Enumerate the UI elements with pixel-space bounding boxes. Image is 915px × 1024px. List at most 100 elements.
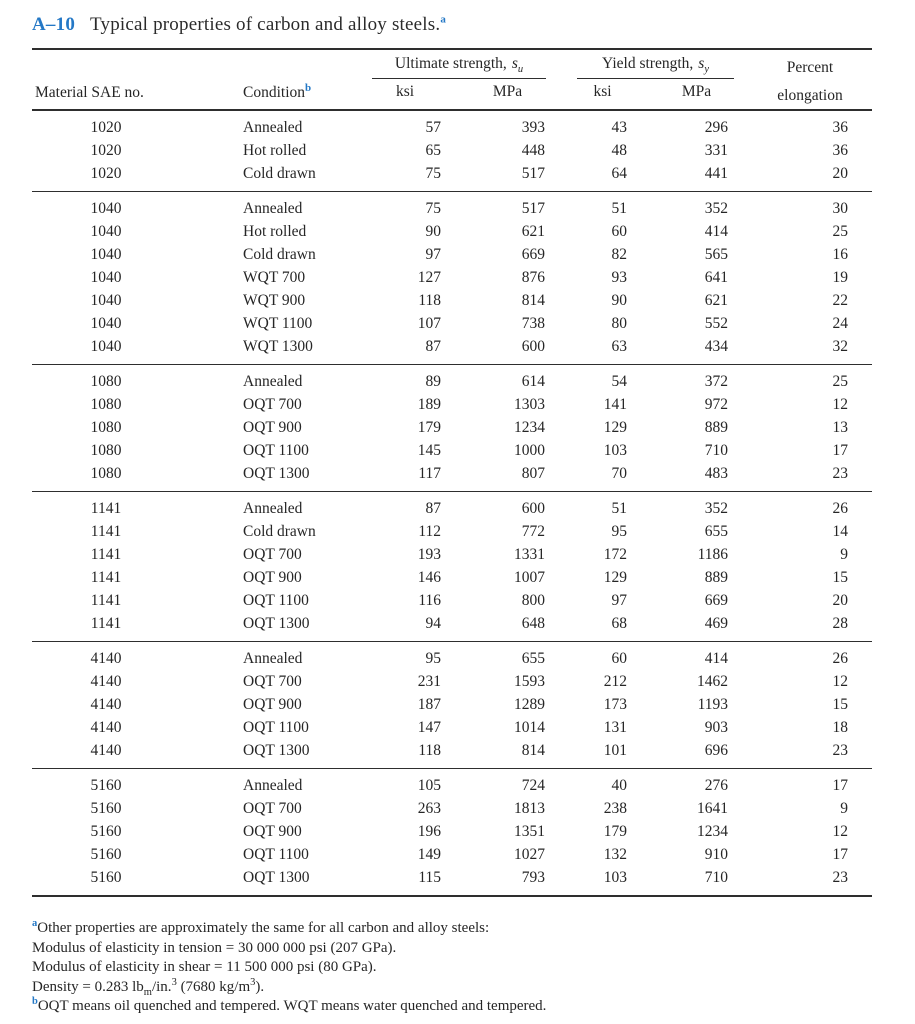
cell-yield-mpa: 372	[704, 372, 728, 390]
cell-yield-ksi: 54	[611, 372, 628, 390]
cell-sae-no: 1040	[90, 199, 122, 217]
table-title-text: Typical properties of carbon and alloy s…	[90, 14, 441, 35]
cell-yield-ksi: 238	[603, 799, 627, 817]
cell-ultimate-ksi: 97	[425, 245, 442, 263]
cell-yield-ksi: 131	[603, 718, 627, 736]
cell-yield-ksi: 212	[603, 672, 627, 690]
cell-ultimate-ksi: 65	[425, 141, 442, 159]
cell-yield-mpa: 434	[704, 337, 728, 355]
table-row: 5160 OQT 1300 115 793 103 710 23	[32, 866, 872, 896]
cell-sae-no: 1141	[90, 614, 122, 632]
cell-yield-ksi: 103	[603, 441, 627, 459]
cell-percent-elongation: 18	[832, 718, 849, 736]
cell-percent-elongation: 17	[832, 776, 849, 794]
cell-condition: OQT 700	[243, 672, 302, 690]
cell-sae-no: 5160	[90, 822, 122, 840]
cell-ultimate-ksi: 115	[418, 868, 441, 886]
title-footnote-ref: a	[440, 13, 447, 26]
cell-yield-mpa: 889	[704, 568, 728, 586]
cell-sae-no: 1040	[90, 268, 122, 286]
cell-yield-ksi: 64	[611, 164, 628, 182]
cell-condition: WQT 1300	[243, 337, 313, 355]
cell-condition: OQT 1300	[243, 464, 310, 482]
cell-ultimate-mpa: 669	[521, 245, 545, 263]
cell-yield-ksi: 103	[603, 868, 627, 886]
cell-ultimate-mpa: 517	[521, 164, 545, 182]
footnote-text: Modulus of elasticity in tension = 30 00…	[32, 939, 397, 956]
cell-ultimate-mpa: 724	[521, 776, 545, 794]
cell-condition: Cold drawn	[243, 164, 316, 182]
yield-symbol: s	[698, 55, 705, 72]
cell-yield-ksi: 179	[603, 822, 627, 840]
cell-percent-elongation: 15	[832, 568, 849, 586]
cell-ultimate-ksi: 118	[418, 741, 441, 759]
cell-sae-no: 1141	[90, 499, 122, 517]
steel-properties-table: Material SAE no. Conditionb Ultimate str…	[32, 48, 872, 897]
table-row: 4140 OQT 900 187 1289 173 1193 15	[32, 693, 872, 716]
table-row: 1141 Cold drawn 112 772 95 655 14	[32, 520, 872, 543]
footnote-line-4: Density = 0.283 lbm/in.3 (7680 kg/m3).	[32, 977, 546, 998]
cell-ultimate-ksi: 146	[417, 568, 441, 586]
footnote-line-2: Modulus of elasticity in tension = 30 00…	[32, 939, 546, 959]
cell-ultimate-mpa: 800	[521, 591, 545, 609]
cell-percent-elongation: 20	[832, 591, 849, 609]
table-row: 1040 WQT 1100 107 738 80 552 24	[32, 312, 872, 335]
cell-percent-elongation: 36	[832, 118, 849, 136]
footnote-ref-marker: b	[32, 996, 38, 1007]
footnote-text: Modulus of elasticity in shear = 11 500 …	[32, 959, 377, 975]
cell-ultimate-ksi: 231	[417, 672, 441, 690]
header-yield-strength: Yield strength, sy	[560, 49, 748, 79]
table-title: A–10 Typical properties of carbon and all…	[32, 14, 446, 36]
cell-yield-mpa: 655	[704, 522, 728, 540]
table-row: 1020 Hot rolled 65 448 48 331 36	[32, 139, 872, 162]
condition-footnote-ref: b	[305, 81, 312, 94]
cell-percent-elongation: 15	[832, 695, 849, 713]
cell-condition: Cold drawn	[243, 522, 316, 540]
header-ultimate-strength: Ultimate strength, su	[355, 49, 560, 79]
subscript: m	[143, 986, 152, 998]
table-header: Material SAE no. Conditionb Ultimate str…	[32, 49, 872, 110]
cell-percent-elongation: 17	[832, 845, 849, 863]
cell-sae-no: 1080	[90, 395, 122, 413]
cell-percent-elongation: 12	[832, 822, 849, 840]
table-row: 1080 OQT 700 189 1303 141 972 12	[32, 393, 872, 416]
cell-sae-no: 4140	[90, 649, 122, 667]
percent-line2: elongation	[777, 87, 843, 104]
cell-yield-mpa: 441	[704, 164, 728, 182]
cell-yield-ksi: 60	[611, 222, 628, 240]
cell-yield-ksi: 101	[603, 741, 627, 759]
cell-ultimate-ksi: 112	[418, 522, 441, 540]
table-row: 1141 OQT 900 146 1007 129 889 15	[32, 566, 872, 589]
ultimate-subscript: u	[517, 64, 524, 75]
steel-group-4140: 4140 Annealed 95 655 60 414 26 4140 OQT 700 231 15…	[32, 641, 872, 769]
cell-ultimate-ksi: 57	[425, 118, 442, 136]
table-row: 1040 WQT 1300 87 600 63 434 32	[32, 335, 872, 365]
footnote-text: ).	[255, 978, 265, 995]
cell-ultimate-mpa: 517	[521, 199, 545, 217]
cell-yield-mpa: 565	[704, 245, 728, 263]
cell-yield-ksi: 51	[611, 499, 628, 517]
cell-yield-ksi: 68	[611, 614, 628, 632]
footnote-text: Density = 0.283 lb	[32, 978, 144, 995]
cell-ultimate-mpa: 448	[521, 141, 545, 159]
cell-ultimate-ksi: 187	[417, 695, 441, 713]
cell-condition: OQT 1100	[243, 441, 309, 459]
footnote-line-3: Modulus of elasticity in shear = 11 500 …	[32, 958, 546, 978]
cell-percent-elongation: 25	[832, 222, 849, 240]
steel-group-5160: 5160 Annealed 105 724 40 276 17 5160 OQT 700 263 1…	[32, 768, 872, 897]
cell-ultimate-mpa: 393	[521, 118, 545, 136]
cell-condition: Annealed	[243, 118, 303, 136]
cell-ultimate-mpa: 876	[521, 268, 545, 286]
header-condition-label: Condition	[243, 84, 306, 101]
cell-condition: OQT 1100	[243, 718, 309, 736]
cell-percent-elongation: 30	[832, 199, 849, 217]
cell-yield-mpa: 276	[704, 776, 728, 794]
cell-ultimate-ksi: 179	[417, 418, 441, 436]
cell-yield-mpa: 1186	[697, 545, 728, 563]
cell-condition: Annealed	[243, 649, 303, 667]
cell-ultimate-mpa: 793	[521, 868, 545, 886]
cell-percent-elongation: 22	[832, 291, 849, 309]
cell-yield-ksi: 132	[603, 845, 627, 863]
header-ultimate-mpa: MPa	[492, 83, 523, 100]
